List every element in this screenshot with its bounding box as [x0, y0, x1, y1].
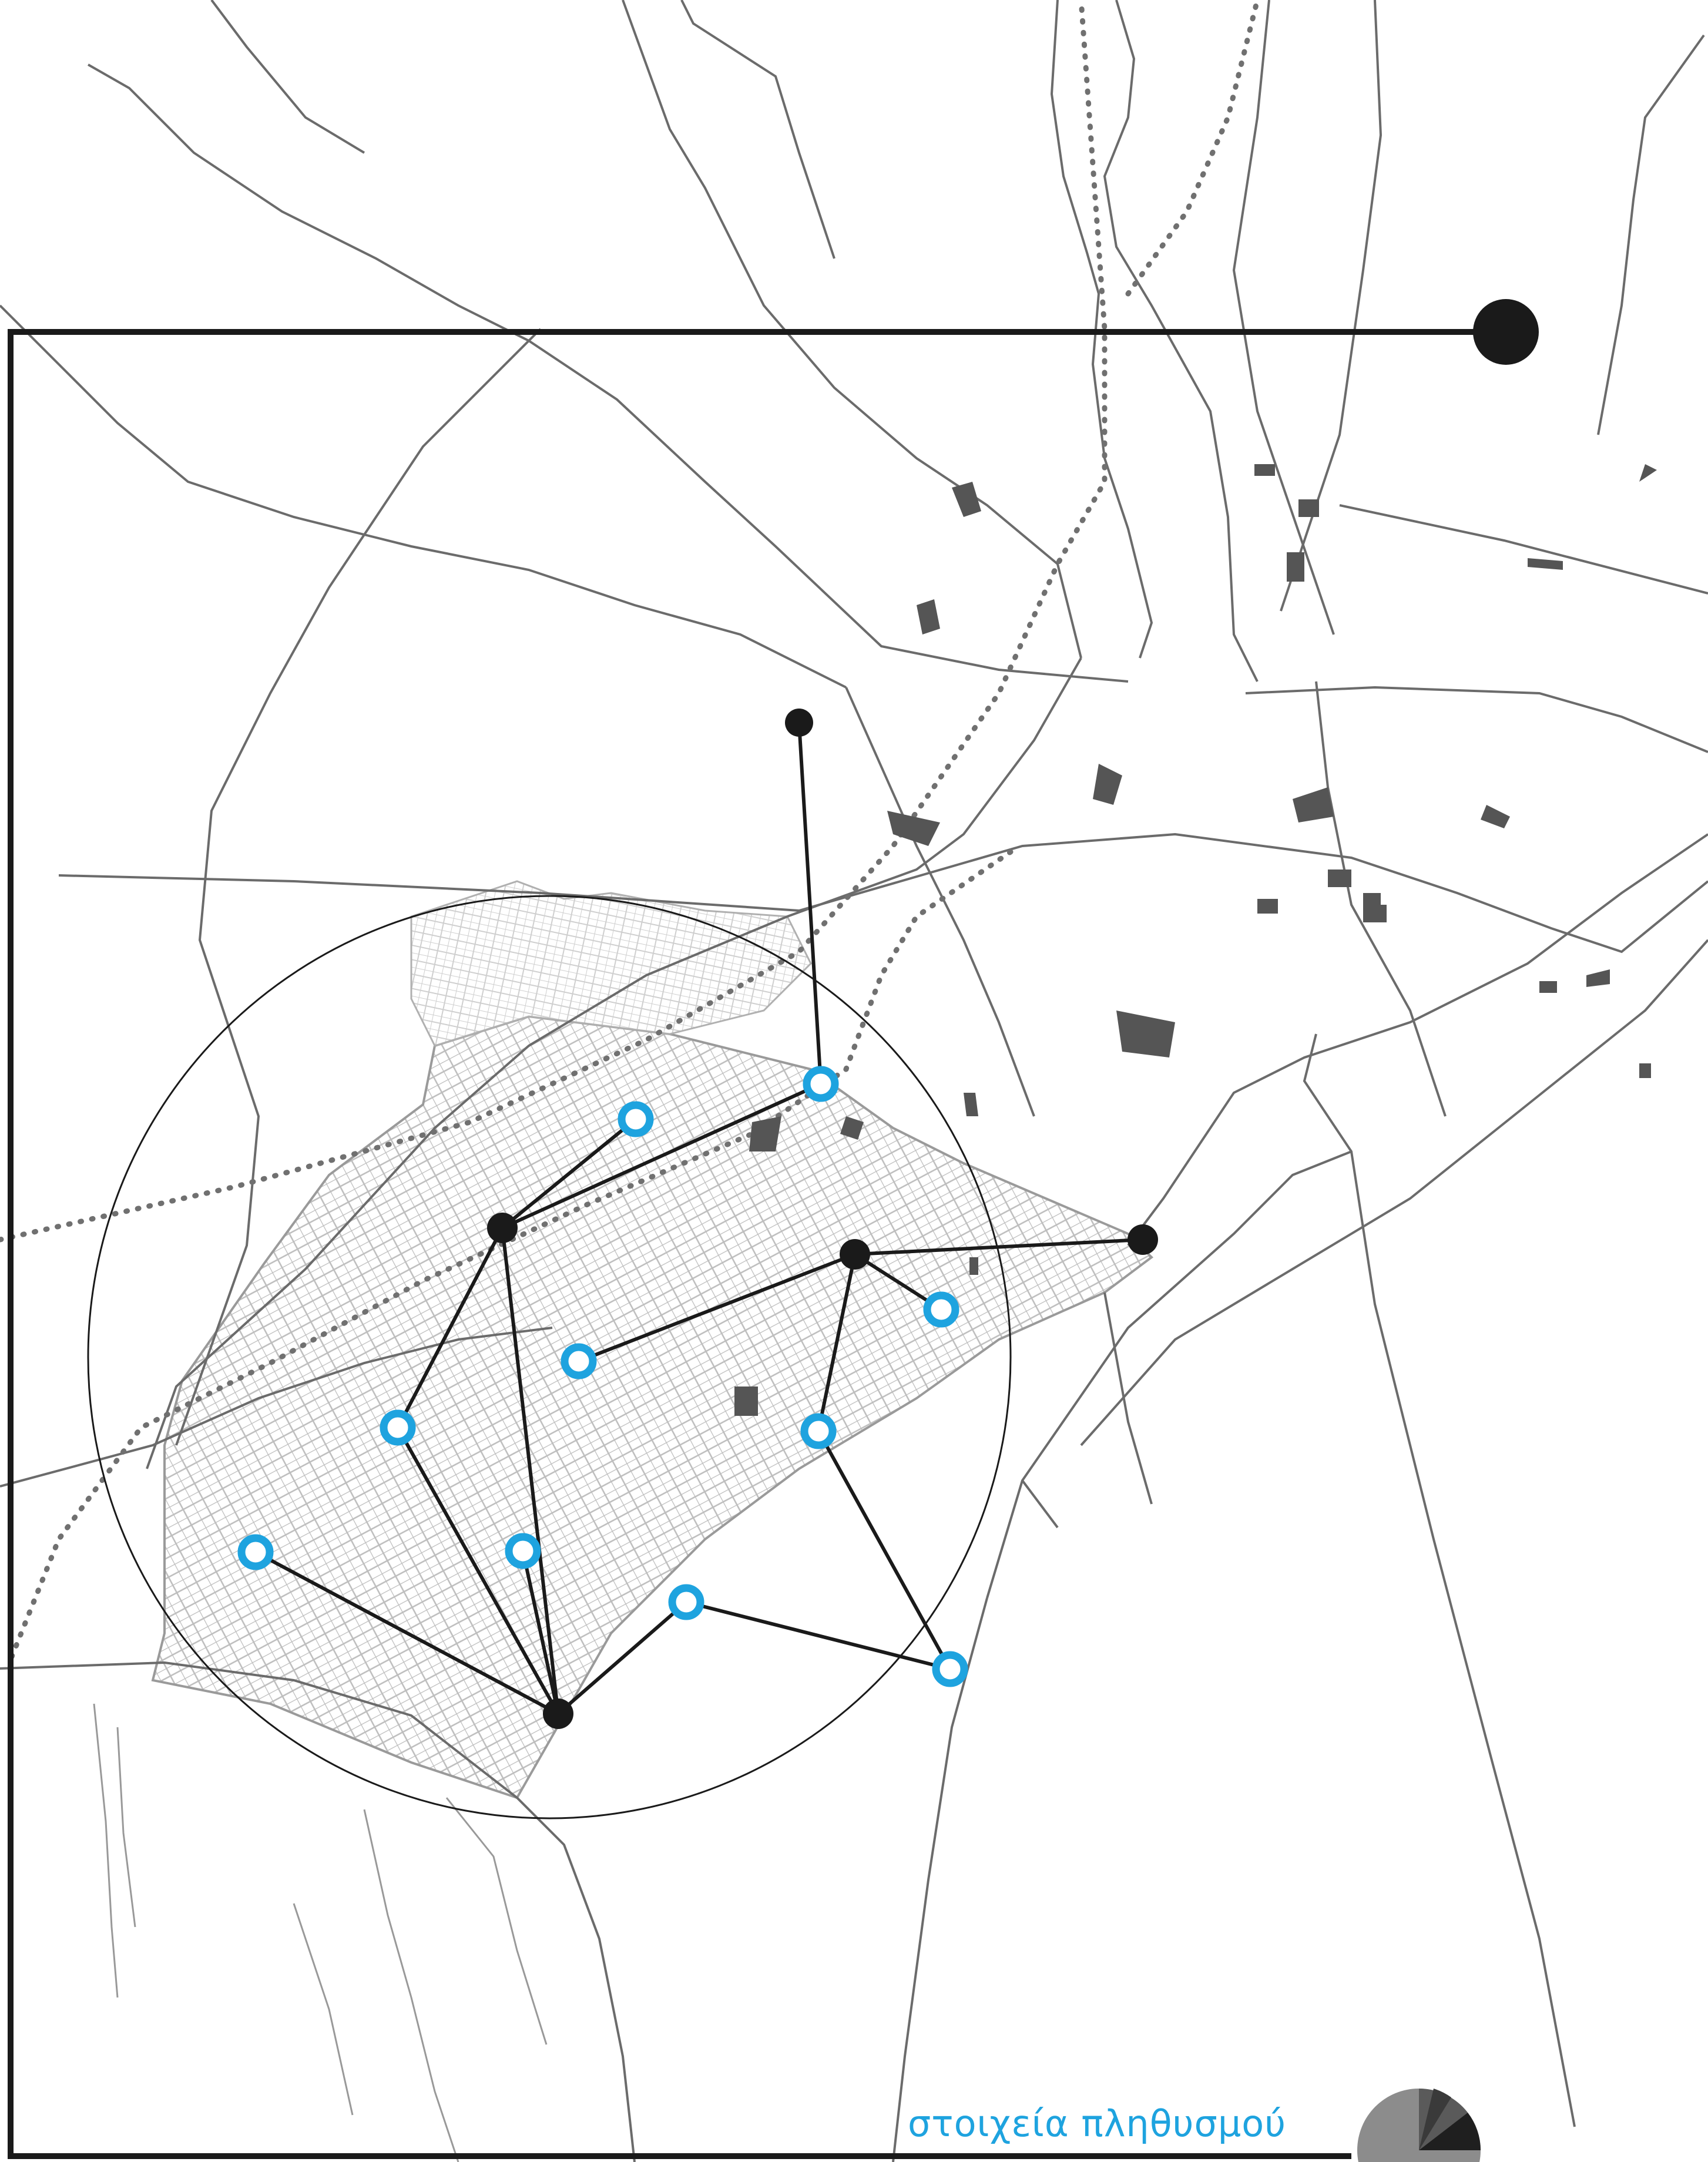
rail-lines: [0, 0, 1260, 1660]
hub-nodes: [487, 709, 1158, 1729]
population-node[interactable]: [561, 1343, 597, 1379]
street-grid-area: [151, 880, 1154, 1800]
hub-node[interactable]: [840, 1239, 870, 1270]
hub-node[interactable]: [487, 1213, 518, 1243]
harbor: [93, 1703, 548, 2162]
population-node[interactable]: [923, 1291, 959, 1328]
population-node[interactable]: [237, 1534, 274, 1570]
network-links: [254, 721, 1145, 1716]
hub-node[interactable]: [785, 709, 813, 737]
population-node[interactable]: [505, 1533, 541, 1569]
population-node[interactable]: [932, 1651, 968, 1687]
frame-terminal-node: [1473, 299, 1539, 365]
building-footprints: [734, 464, 1657, 1416]
hub-node[interactable]: [543, 1698, 573, 1729]
population-nodes: [237, 1066, 968, 1687]
frame-line: [8, 329, 1504, 2159]
population-node[interactable]: [668, 1584, 704, 1620]
population-node[interactable]: [380, 1409, 416, 1446]
population-node[interactable]: [803, 1066, 839, 1102]
population-node[interactable]: [800, 1413, 837, 1449]
legend-population-label: στοιχεία πληθυσμού: [908, 2102, 1287, 2145]
study-area-circle: [87, 895, 1012, 1819]
population-node[interactable]: [618, 1101, 654, 1137]
hub-node[interactable]: [1128, 1224, 1158, 1255]
pie-chart-icon: [1357, 2089, 1481, 2162]
